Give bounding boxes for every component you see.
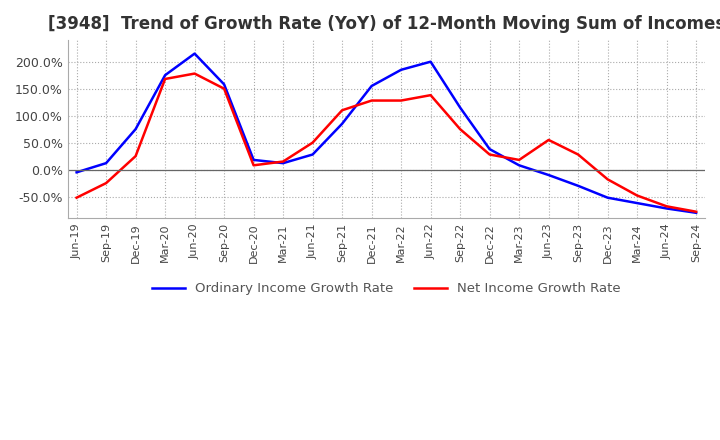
Ordinary Income Growth Rate (633, 201, 642, 206)
Ordinary Income Growth Rate (544, 172, 553, 178)
Ordinary Income Growth Rate (279, 161, 287, 166)
Legend: Ordinary Income Growth Rate, Net Income Growth Rate: Ordinary Income Growth Rate, Net Income … (147, 277, 626, 301)
Ordinary Income Growth Rate (485, 147, 494, 152)
Ordinary Income Growth Rate (397, 67, 405, 73)
Net Income Growth Rate (131, 154, 140, 159)
Net Income Growth Rate (249, 163, 258, 168)
Net Income Growth Rate (367, 98, 376, 103)
Net Income Growth Rate (633, 193, 642, 198)
Net Income Growth Rate (338, 108, 346, 113)
Ordinary Income Growth Rate (161, 73, 169, 78)
Net Income Growth Rate (161, 76, 169, 81)
Ordinary Income Growth Rate (426, 59, 435, 64)
Ordinary Income Growth Rate (220, 82, 228, 87)
Ordinary Income Growth Rate (574, 183, 582, 188)
Net Income Growth Rate (544, 137, 553, 143)
Ordinary Income Growth Rate (338, 121, 346, 126)
Ordinary Income Growth Rate (131, 127, 140, 132)
Net Income Growth Rate (515, 157, 523, 162)
Ordinary Income Growth Rate (190, 51, 199, 56)
Ordinary Income Growth Rate (456, 105, 464, 110)
Net Income Growth Rate (397, 98, 405, 103)
Net Income Growth Rate (72, 195, 81, 200)
Line: Ordinary Income Growth Rate: Ordinary Income Growth Rate (76, 54, 696, 213)
Net Income Growth Rate (102, 180, 110, 186)
Ordinary Income Growth Rate (249, 157, 258, 162)
Ordinary Income Growth Rate (692, 210, 701, 216)
Net Income Growth Rate (485, 152, 494, 157)
Ordinary Income Growth Rate (515, 163, 523, 168)
Net Income Growth Rate (308, 140, 317, 145)
Net Income Growth Rate (603, 177, 612, 182)
Net Income Growth Rate (190, 71, 199, 76)
Ordinary Income Growth Rate (72, 170, 81, 175)
Net Income Growth Rate (574, 152, 582, 157)
Title: [3948]  Trend of Growth Rate (YoY) of 12-Month Moving Sum of Incomes: [3948] Trend of Growth Rate (YoY) of 12-… (48, 15, 720, 33)
Net Income Growth Rate (426, 92, 435, 98)
Ordinary Income Growth Rate (367, 83, 376, 88)
Ordinary Income Growth Rate (662, 206, 671, 211)
Net Income Growth Rate (279, 159, 287, 164)
Line: Net Income Growth Rate: Net Income Growth Rate (76, 73, 696, 212)
Net Income Growth Rate (456, 127, 464, 132)
Ordinary Income Growth Rate (603, 195, 612, 200)
Net Income Growth Rate (220, 86, 228, 92)
Ordinary Income Growth Rate (308, 152, 317, 157)
Ordinary Income Growth Rate (102, 161, 110, 166)
Net Income Growth Rate (662, 204, 671, 209)
Net Income Growth Rate (692, 209, 701, 214)
